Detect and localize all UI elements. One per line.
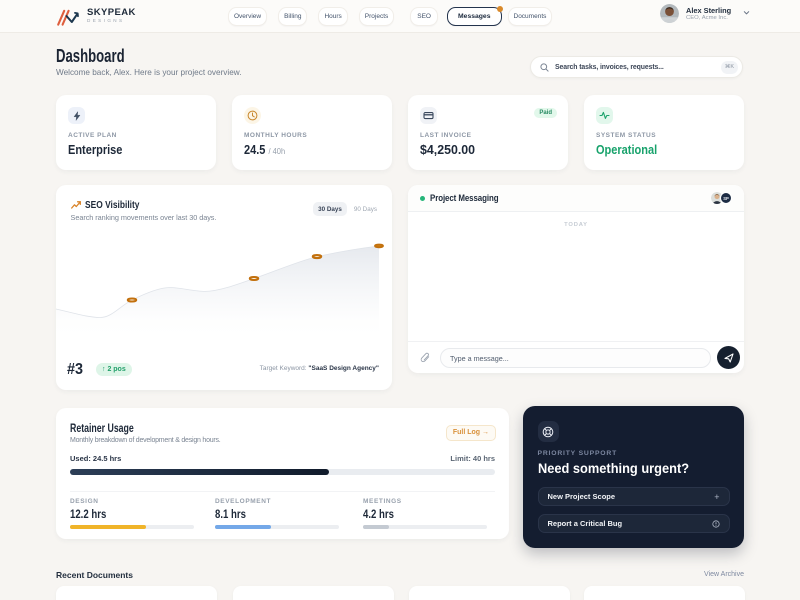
svg-text:SP: SP xyxy=(723,196,729,201)
